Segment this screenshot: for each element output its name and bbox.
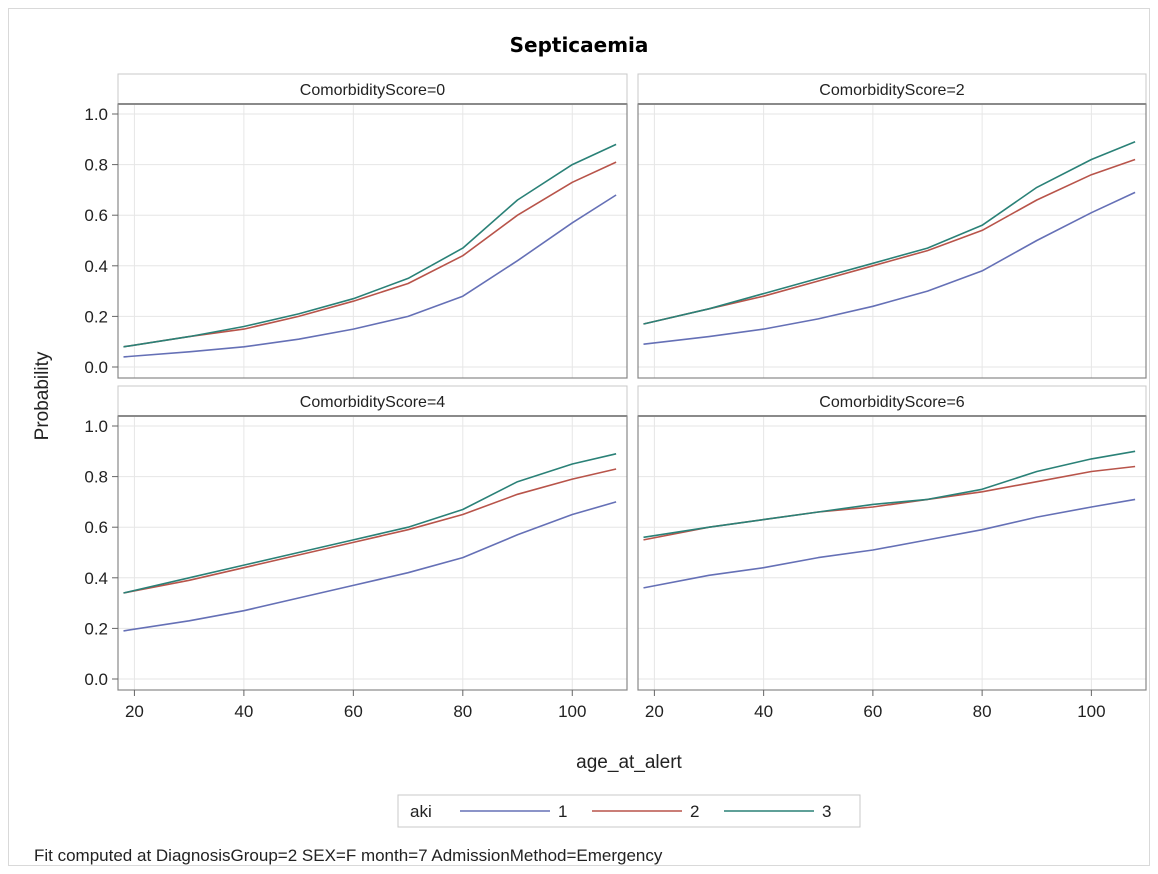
panel-header-label: ComorbidityScore=6 xyxy=(819,394,965,411)
legend-label-aki-2: 2 xyxy=(690,802,699,821)
panel: ComorbidityScore=6 20 40 60 80 100 xyxy=(637,385,1147,721)
series-line-aki-1 xyxy=(123,194,617,358)
y-tick-label: 0.4 xyxy=(84,569,108,588)
panel-header xyxy=(117,73,628,105)
y-tick-label: 0.6 xyxy=(84,206,108,225)
y-tick-label: 0.0 xyxy=(84,358,108,377)
x-tick-label: 60 xyxy=(863,702,882,721)
y-tick-label: 0.8 xyxy=(84,468,108,487)
plot-area xyxy=(118,104,627,378)
series-line-aki-3 xyxy=(123,143,617,348)
x-tick-label: 60 xyxy=(344,702,363,721)
legend-label-aki-3: 3 xyxy=(822,802,831,821)
chart-title: Septicaemia xyxy=(510,33,649,57)
panel-header-label: ComorbidityScore=4 xyxy=(300,394,446,411)
y-tick-label: 0.8 xyxy=(84,156,108,175)
plot-area xyxy=(118,416,627,690)
x-tick-label: 40 xyxy=(754,702,773,721)
x-tick-label: 20 xyxy=(645,702,664,721)
y-tick-label: 1.0 xyxy=(84,105,108,124)
series-line-aki-2 xyxy=(643,158,1136,325)
y-tick-label: 0.6 xyxy=(84,518,108,537)
y-tick-label: 0.2 xyxy=(84,619,108,638)
series-line-aki-3 xyxy=(643,450,1136,539)
series-line-aki-1 xyxy=(643,191,1136,345)
series-line-aki-3 xyxy=(643,141,1136,325)
x-tick-label: 80 xyxy=(453,702,472,721)
series-line-aki-1 xyxy=(123,501,617,632)
x-tick-label: 20 xyxy=(125,702,144,721)
legend-label-aki-1: 1 xyxy=(558,802,567,821)
y-tick-label: 0.4 xyxy=(84,257,108,276)
y-axis-title: Probability xyxy=(32,351,53,440)
x-tick-label: 40 xyxy=(234,702,253,721)
plot-area xyxy=(638,104,1146,378)
legend: aki 1 2 3 xyxy=(397,794,861,828)
series-line-aki-2 xyxy=(123,161,617,348)
footnote: Fit computed at DiagnosisGroup=2 SEX=F m… xyxy=(34,846,663,865)
x-tick-label: 100 xyxy=(1077,702,1105,721)
panel-grid: ComorbidityScore=00.00.20.40.60.81.0Como… xyxy=(84,73,1147,721)
x-tick-label: 80 xyxy=(973,702,992,721)
x-axis-title: age_at_alert xyxy=(576,752,682,773)
panel-header xyxy=(117,385,628,417)
panel: ComorbidityScore=0 0.0 0.2 0.4 0.6 0.8 1.0 xyxy=(84,73,628,379)
y-tick-label: 0.0 xyxy=(84,670,108,689)
panel-header xyxy=(637,73,1147,105)
series-line-aki-2 xyxy=(123,468,617,594)
y-tick-label: 1.0 xyxy=(84,417,108,436)
x-tick-label: 100 xyxy=(558,702,586,721)
y-tick-label: 0.2 xyxy=(84,307,108,326)
legend-title: aki xyxy=(410,802,432,821)
series-line-aki-3 xyxy=(123,453,617,594)
panel-header-label: ComorbidityScore=0 xyxy=(300,82,446,99)
panel: ComorbidityScore=4 0.0 0.2 0.4 0.6 0.8 1.0 20 40… xyxy=(84,385,628,721)
panel: ComorbidityScore=2 xyxy=(637,73,1147,379)
panel-header-label: ComorbidityScore=2 xyxy=(819,82,965,99)
plot-area xyxy=(638,416,1146,690)
series-line-aki-1 xyxy=(643,498,1136,589)
chart-frame xyxy=(8,8,1150,866)
